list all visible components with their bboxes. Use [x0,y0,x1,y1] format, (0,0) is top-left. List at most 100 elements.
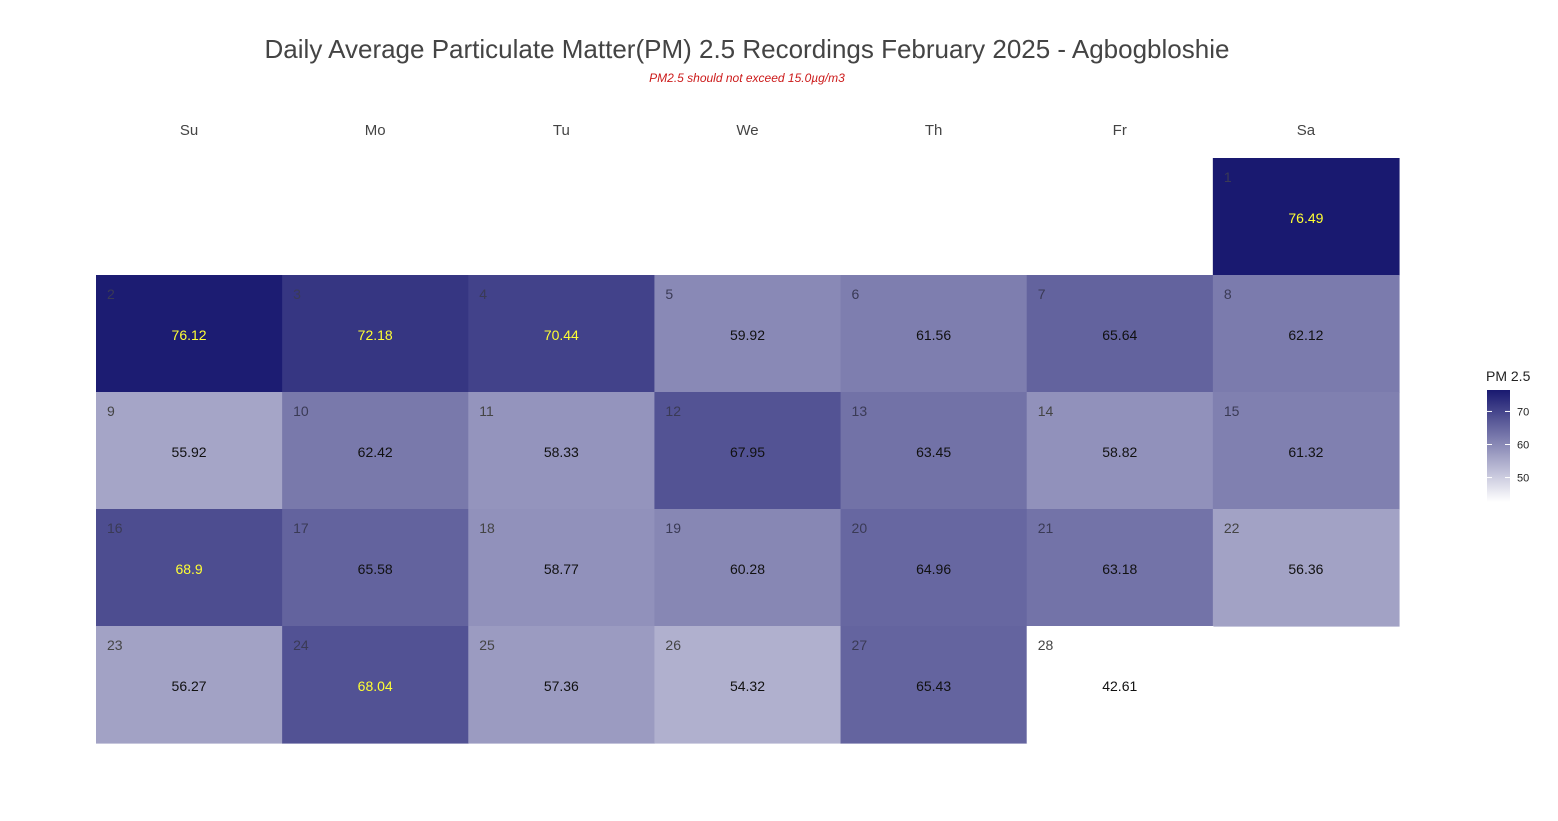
day-number: 22 [1224,520,1240,536]
value-label: 72.18 [358,327,393,343]
cell-fill [654,392,842,510]
value-label: 68.9 [175,561,202,577]
color-legend: PM 2.5 50 60 70 [1486,368,1531,502]
value-label: 42.61 [1102,678,1137,694]
day-number: 25 [479,637,495,653]
day-number: 2 [107,286,115,302]
legend-ticks: 50 60 70 [1487,406,1529,485]
weekday-header-we: We [736,122,758,139]
day-number: 15 [1224,403,1240,419]
day-number: 18 [479,520,495,536]
cell-fill [654,275,842,393]
value-label: 61.56 [916,327,951,343]
cell-fill [654,509,842,627]
value-label: 54.32 [730,678,765,694]
value-label: 59.92 [730,327,765,343]
value-label: 63.45 [916,444,951,460]
calendar-cell: 372.18 [282,275,469,393]
value-label: 56.27 [172,678,207,694]
cell-fill [468,626,656,744]
cell-fill [282,626,469,744]
calendar-cell: 21 63.18 [1026,509,1214,627]
value-label: 58.33 [544,444,579,460]
cell-fill [468,509,656,627]
value-label: 58.77 [544,561,579,577]
value-label: 65.43 [916,678,951,694]
cell-fill [840,509,1028,627]
weekday-header-tu: Tu [553,122,570,139]
calendar-cells: 176.49276.12372.18470.44559.92661.56765.… [96,158,1400,744]
calendar-cell: 27 65.43 [840,626,1028,744]
calendar-cell: 10 62.42 [282,392,469,510]
legend-colorbar [1487,390,1510,502]
legend-tick-label: 60 [1517,440,1529,452]
cell-fill [282,275,469,393]
cell-fill [282,392,469,510]
calendar-cell: 19 60.28 [654,509,842,627]
calendar-cell: 862.12 [1212,275,1400,393]
cell-fill [468,392,656,510]
value-label: 76.12 [172,327,207,343]
value-label: 63.18 [1102,561,1137,577]
cell-fill [1212,509,1400,627]
calendar-cell: 470.44 [468,275,656,393]
day-number: 13 [852,403,868,419]
weekday-header-fr: Fr [1113,122,1127,139]
calendar-cell: 26 54.32 [654,626,842,744]
calendar-cell: 12 67.95 [654,392,842,510]
value-label: 58.82 [1102,444,1137,460]
day-number: 26 [665,637,681,653]
value-label: 65.58 [358,561,393,577]
day-number: 19 [665,520,681,536]
calendar-cell: 17 65.58 [282,509,469,627]
legend-title: PM 2.5 [1486,368,1531,384]
legend-tick-label: 70 [1517,406,1529,418]
value-label: 57.36 [544,678,579,694]
day-number: 27 [852,637,868,653]
cell-fill [282,509,469,627]
cell-fill [840,392,1028,510]
day-number: 12 [665,403,681,419]
calendar-cell: 24 68.04 [282,626,469,744]
value-label: 62.42 [358,444,393,460]
weekday-headers: Su Mo Tu We Th Fr Sa [180,122,1316,139]
cell-fill [1212,158,1400,276]
calendar-cell: 765.64 [1026,275,1214,393]
calendar-cell: 18 58.77 [468,509,656,627]
day-number: 23 [107,637,123,653]
cell-fill [1026,626,1214,744]
calendar-cell: 22 56.36 [1212,509,1400,627]
day-number: 17 [293,520,309,536]
chart-title: Daily Average Particulate Matter(PM) 2.5… [265,34,1230,64]
cell-fill [1026,509,1214,627]
day-number: 3 [293,286,301,302]
day-number: 28 [1038,637,1054,653]
legend-tick-label: 50 [1517,473,1529,485]
value-label: 70.44 [544,327,579,343]
calendar-cell: 176.49 [1212,158,1400,276]
day-number: 8 [1224,286,1232,302]
day-number: 11 [479,403,494,419]
day-number: 7 [1038,286,1046,302]
calendar-cell: 16 68.9 [96,509,283,627]
cell-fill [1026,275,1214,393]
day-number: 1 [1224,169,1232,185]
calendar-cell: 20 64.96 [840,509,1028,627]
cell-fill [96,509,283,627]
weekday-header-mo: Mo [365,122,386,139]
cell-fill [654,626,842,744]
value-label: 64.96 [916,561,951,577]
calendar-cell: 13 63.45 [840,392,1028,510]
value-label: 62.12 [1288,327,1323,343]
calendar-cell: 955.92 [96,392,283,510]
cell-fill [468,275,656,393]
value-label: 60.28 [730,561,765,577]
value-label: 65.64 [1102,327,1137,343]
day-number: 14 [1038,403,1054,419]
cell-fill [1212,275,1400,393]
cell-fill [96,392,283,510]
calendar-cell: 23 56.27 [96,626,283,744]
calendar-cell: 661.56 [840,275,1028,393]
cell-fill [1026,392,1214,510]
